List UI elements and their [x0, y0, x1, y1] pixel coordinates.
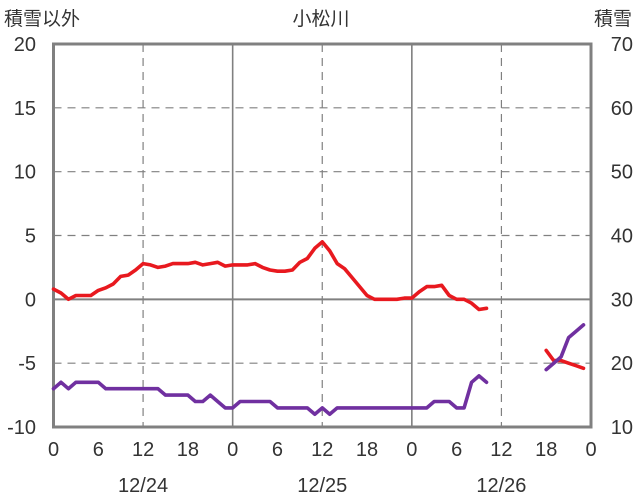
right-y-tick-label: 20: [611, 353, 633, 375]
right-y-tick-label: 60: [611, 98, 633, 120]
right-y-tick-label: 10: [611, 417, 633, 439]
x-tick-label: 0: [585, 439, 596, 461]
right-y-tick-label: 50: [611, 162, 633, 184]
x-tick-labels: 0 6 12 18 0 6 12 18 0 6 12 18 0: [48, 439, 597, 461]
series-2-line: [51, 374, 489, 417]
right-y-tick-label: 30: [611, 289, 633, 311]
left-y-tick-label: 0: [25, 289, 36, 311]
x-tick-label: 0: [406, 439, 417, 461]
left-y-tick-label: -5: [18, 353, 36, 375]
chart-title: 小松川: [292, 8, 349, 30]
series-2-line: [544, 323, 586, 372]
x-tick-label: 0: [227, 439, 238, 461]
left-y-tick-label: 20: [14, 34, 36, 56]
right-y-tick-label: 40: [611, 226, 633, 248]
left-y-tick-labels: -10 -5 0 5 10 15 20: [7, 34, 36, 439]
x-tick-label: 0: [48, 439, 59, 461]
x-tick-label: 18: [535, 439, 557, 461]
series-1-line: [51, 240, 489, 312]
date-labels: 12/24 12/25 12/26: [118, 475, 526, 497]
date-label: 12/24: [118, 475, 168, 497]
x-tick-label: 12: [132, 439, 154, 461]
x-tick-label: 12: [311, 439, 333, 461]
date-label: 12/25: [297, 475, 347, 497]
right-axis-title: 積雪: [594, 8, 632, 30]
series-1-line: [544, 348, 586, 371]
x-tick-label: 12: [490, 439, 512, 461]
gridlines: [53, 44, 591, 427]
x-tick-label: 18: [356, 439, 378, 461]
x-tick-label: 6: [451, 439, 462, 461]
x-tick-label: 18: [177, 439, 199, 461]
series-layer: [51, 240, 586, 417]
x-tick-label: 6: [272, 439, 283, 461]
right-y-tick-label: 70: [611, 34, 633, 56]
right-y-tick-labels: 10 20 30 40 50 60 70: [611, 34, 633, 439]
left-y-tick-label: 10: [14, 162, 36, 184]
left-y-tick-label: 5: [25, 226, 36, 248]
left-y-tick-label: 15: [14, 98, 36, 120]
left-y-tick-label: -10: [7, 417, 36, 439]
x-tick-label: 6: [93, 439, 104, 461]
date-label: 12/26: [476, 475, 526, 497]
left-axis-title: 積雪以外: [4, 8, 80, 30]
